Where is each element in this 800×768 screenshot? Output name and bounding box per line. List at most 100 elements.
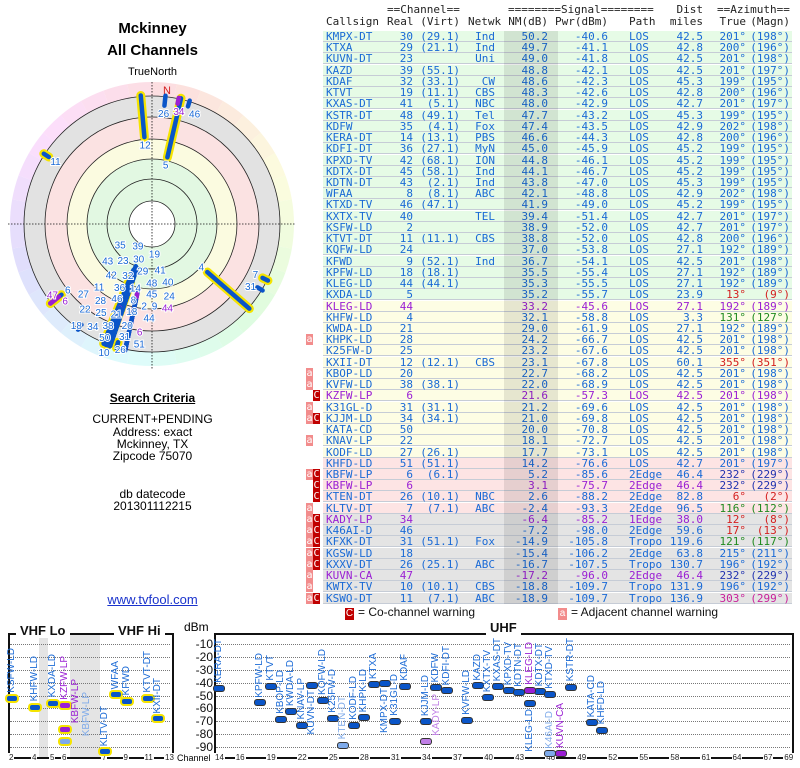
station-signal-mark[interactable] [276,716,287,722]
station-signal-mark[interactable] [545,751,556,757]
station-callsign-label: KBOP-LD [275,670,287,714]
station-signal-mark[interactable] [317,698,328,704]
station-signal-mark[interactable] [534,689,545,695]
station-signal-mark[interactable] [60,702,70,708]
table-row[interactable]: KTXA 29 (21.1) Ind 49.7 -41.1 LOS 42.8 200° (196°… [323,42,792,54]
table-row[interactable]: KDTX-DT 45 (58.1) Ind 44.1 -46.7 LOS 45.2 199° (1… [323,165,792,177]
table-row[interactable]: KERA-DT 14 (13.1) PBS 46.6 -44.3 LOS 42.8 200° (1… [323,132,792,144]
table-row[interactable]: KPXD-TV 42 (68.1) ION 44.8 -46.1 LOS 45.2 199° (1… [323,154,792,166]
station-signal-mark[interactable] [586,720,597,726]
station-signal-mark[interactable] [265,683,276,689]
table-row[interactable]: KTXD-TV 46 (47.1) 41.9 -49.0 LOS 45.2 199° (195°… [323,199,792,211]
table-row[interactable]: KATA-CD 50 20.0 -70.8 LOS 42.5 201° (198°) [323,424,792,436]
table-row[interactable]: KLTV-DT 7 (7.1) ABC -2.4 -93.3 2Edge 96.5 116° (1… [323,502,792,514]
station-signal-mark[interactable] [421,738,431,744]
table-row[interactable]: KHPK-LD 28 24.2 -66.7 LOS 42.5 201° (198°) [323,334,792,346]
table-row[interactable]: KLEG-LD 44 33.2 -45.6 LOS 27.1 192° (189°) [323,300,792,312]
table-row[interactable]: KXTX-TV 40 TEL 39.4 -51.4 LOS 42.7 201° (197°) [323,210,792,222]
station-signal-mark[interactable] [30,704,40,710]
table-row[interactable]: KBOP-LD 20 22.7 -68.2 LOS 42.5 201° (198°) [323,367,792,379]
table-row[interactable]: KTEN-DT 26 (10.1) NBC 2.6 -88.2 2Edge 82.8 6° (2°… [323,491,792,503]
table-row[interactable]: KAZD 39 (55.1) 48.8 -42.1 LOS 42.5 201° (197°) [323,64,792,76]
station-signal-mark[interactable] [503,688,514,694]
table-row[interactable]: KLEG-LD 44 (44.1) 35.3 -55.5 LOS 27.1 192° (189°… [323,278,792,290]
table-row[interactable]: K46AI-D 46 -7.2 -98.0 2Edge 59.6 17° (13°) [323,525,792,537]
station-signal-mark[interactable] [555,751,566,757]
station-signal-mark[interactable] [493,684,504,690]
station-signal-mark[interactable] [348,723,359,729]
table-row[interactable]: KXDA-LD 5 35.2 -55.7 LOS 23.9 13° (9°) [323,289,792,301]
table-row[interactable]: KHFW-LD 4 32.1 -58.8 LOS 3.3 131° (127°) [323,311,792,323]
table-row[interactable]: KPFW-LD 18 (18.1) 35.5 -55.4 LOS 27.1 192° (189°… [323,266,792,278]
station-signal-mark[interactable] [214,686,224,692]
table-row[interactable]: KHFD-LD 51 (51.1) 14.2 -76.6 LOS 42.7 201° (197°… [323,457,792,469]
station-signal-mark[interactable] [296,722,307,728]
table-row[interactable]: KADY-LP 34 -6.4 -85.2 1Edge 38.0 12° (8°) [323,513,792,525]
table-row[interactable]: KNAV-LP 22 18.1 -72.7 LOS 42.5 201° (198°) [323,435,792,447]
table-row[interactable]: KJJM-LD 34 (34.1) 21.0 -69.8 LOS 42.5 201° (198°… [323,412,792,424]
station-signal-mark[interactable] [472,683,483,689]
station-signal-mark[interactable] [100,749,110,755]
table-row[interactable]: KXXV-DT 26 (25.1) ABC -16.7 -107.5 Tropo 130.7 1… [323,558,792,570]
station-signal-mark[interactable] [255,700,266,706]
table-row[interactable]: KGSW-LD 18 -15.4 -106.2 2Edge 63.8 215° (211°) [323,547,792,559]
table-row[interactable]: KTVT-DT 11 (11.1) CBS 38.8 -52.0 LOS 42.8 200° (1… [323,233,792,245]
station-signal-mark[interactable] [121,698,132,704]
station-signal-mark[interactable] [358,715,369,720]
station-signal-mark[interactable] [286,708,297,714]
table-row[interactable]: KXII-DT 12 (12.1) CBS 23.1 -67.8 LOS 60.1 355° (3… [323,356,792,368]
table-row[interactable]: KMPX-DT 30 (29.1) Ind 50.2 -40.6 LOS 42.5 201° (1… [323,31,792,42]
table-row[interactable]: KFWD 9 (52.1) Ind 36.7 -54.1 LOS 42.5 201° (198°) [323,255,792,267]
station-signal-mark[interactable] [400,683,411,689]
table-row[interactable]: K31GL-D 31 (31.1) 21.2 -69.6 LOS 42.5 201° (198°… [323,401,792,413]
table-row[interactable]: KUVN-DT 23 Uni 49.0 -41.8 LOS 42.5 201° (198°) [323,53,792,65]
station-signal-mark[interactable] [514,689,525,695]
table-row[interactable]: K25FW-D 25 23.2 -67.6 LOS 42.5 201° (198°) [323,345,792,357]
station-signal-mark[interactable] [441,688,452,694]
station-signal-mark[interactable] [421,718,431,724]
station-signal-mark[interactable] [545,692,556,698]
station-callsign-label: KLTV-DT [99,705,110,747]
table-row[interactable]: KSFW-LD 2 38.9 -52.0 LOS 42.7 201° (197°) [323,221,792,233]
station-signal-mark[interactable] [142,696,153,702]
tvfool-link[interactable]: www.tvfool.com [107,592,198,607]
table-row[interactable]: KQFW-LD 24 37.0 -53.8 LOS 27.1 192° (189°) [323,244,792,256]
table-row[interactable]: KUVN-CA 47 -17.2 -96.0 2Edge 46.4 232° (229°) [323,570,792,582]
table-row[interactable]: KBFW-LP 6 3.1 -75.7 2Edge 46.4 232° (229°) [323,480,792,492]
table-row[interactable]: KWTX-TV 10 (10.1) CBS -18.8 -109.7 Tropo 131.9 1… [323,581,792,593]
table-row[interactable]: KZFW-LP 6 21.6 -57.3 LOS 42.5 201° (198°) [323,390,792,402]
station-signal-mark[interactable] [48,700,58,706]
station-signal-mark[interactable] [369,682,380,688]
table-row[interactable]: KFXK-DT 31 (51.1) Fox -14.9 -105.8 Tropo 119.6 1… [323,536,792,548]
station-signal-mark[interactable] [60,739,70,745]
table-row[interactable]: KSTR-DT 48 (49.1) Tel 47.7 -43.2 LOS 45.3 199° (1… [323,109,792,121]
station-signal-mark[interactable] [307,682,318,688]
table-row[interactable]: KTVT 19 (11.1) CBS 48.3 -42.6 LOS 42.8 200° (196°… [323,87,792,99]
table-row[interactable]: KDTN-DT 43 (2.1) Ind 43.8 -47.0 LOS 45.3 199° (19… [323,176,792,188]
station-signal-mark[interactable] [153,716,163,722]
table-row[interactable]: KDFW 35 (4.1) Fox 47.4 -43.5 LOS 42.9 202° (198°) [323,120,792,132]
table-row[interactable]: WFAA 8 (8.1) ABC 42.1 -48.8 LOS 42.9 202° (198°) [323,188,792,200]
table-row[interactable]: KBFW-LP 6 (6.1) 5.2 -85.6 2Edge 46.4 232° (229°) [323,468,792,480]
table-row[interactable]: KDAF 32 (33.1) CW 48.6 -42.3 LOS 45.3 199° (195°) [323,75,792,87]
station-signal-mark[interactable] [596,727,607,733]
station-signal-mark[interactable] [338,742,349,748]
station-signal-mark[interactable] [327,716,338,722]
station-signal-mark[interactable] [60,726,70,732]
station-signal-mark[interactable] [462,717,473,723]
table-row[interactable]: KVFW-LD 38 (38.1) 22.0 -68.9 LOS 42.5 201° (198°… [323,379,792,391]
station-signal-mark[interactable] [389,718,400,724]
station-signal-mark[interactable] [7,696,17,702]
table-row[interactable]: KSWO-DT 11 (7.1) ABC -18.9 -109.7 Tropo 136.9 30… [323,592,792,604]
station-signal-mark[interactable] [524,687,535,693]
station-signal-mark[interactable] [431,685,442,691]
table-row[interactable]: KODF-LD 27 (26.1) 17.7 -73.1 LOS 42.5 201° (198°… [323,446,792,458]
station-signal-mark[interactable] [565,684,576,690]
table-row[interactable]: KXAS-DT 41 (5.1) NBC 48.0 -42.9 LOS 42.7 201° (19… [323,98,792,110]
table-row[interactable]: KDFI-DT 36 (27.1) MyN 45.0 -45.9 LOS 45.2 199° (1… [323,143,792,155]
station-signal-mark[interactable] [483,695,494,701]
station-signal-mark[interactable] [379,681,390,687]
table-row[interactable]: KWDA-LD 21 29.0 -61.9 LOS 27.1 192° (189°) [323,322,792,334]
station-signal-mark[interactable] [111,691,121,697]
station-signal-mark[interactable] [524,700,535,706]
